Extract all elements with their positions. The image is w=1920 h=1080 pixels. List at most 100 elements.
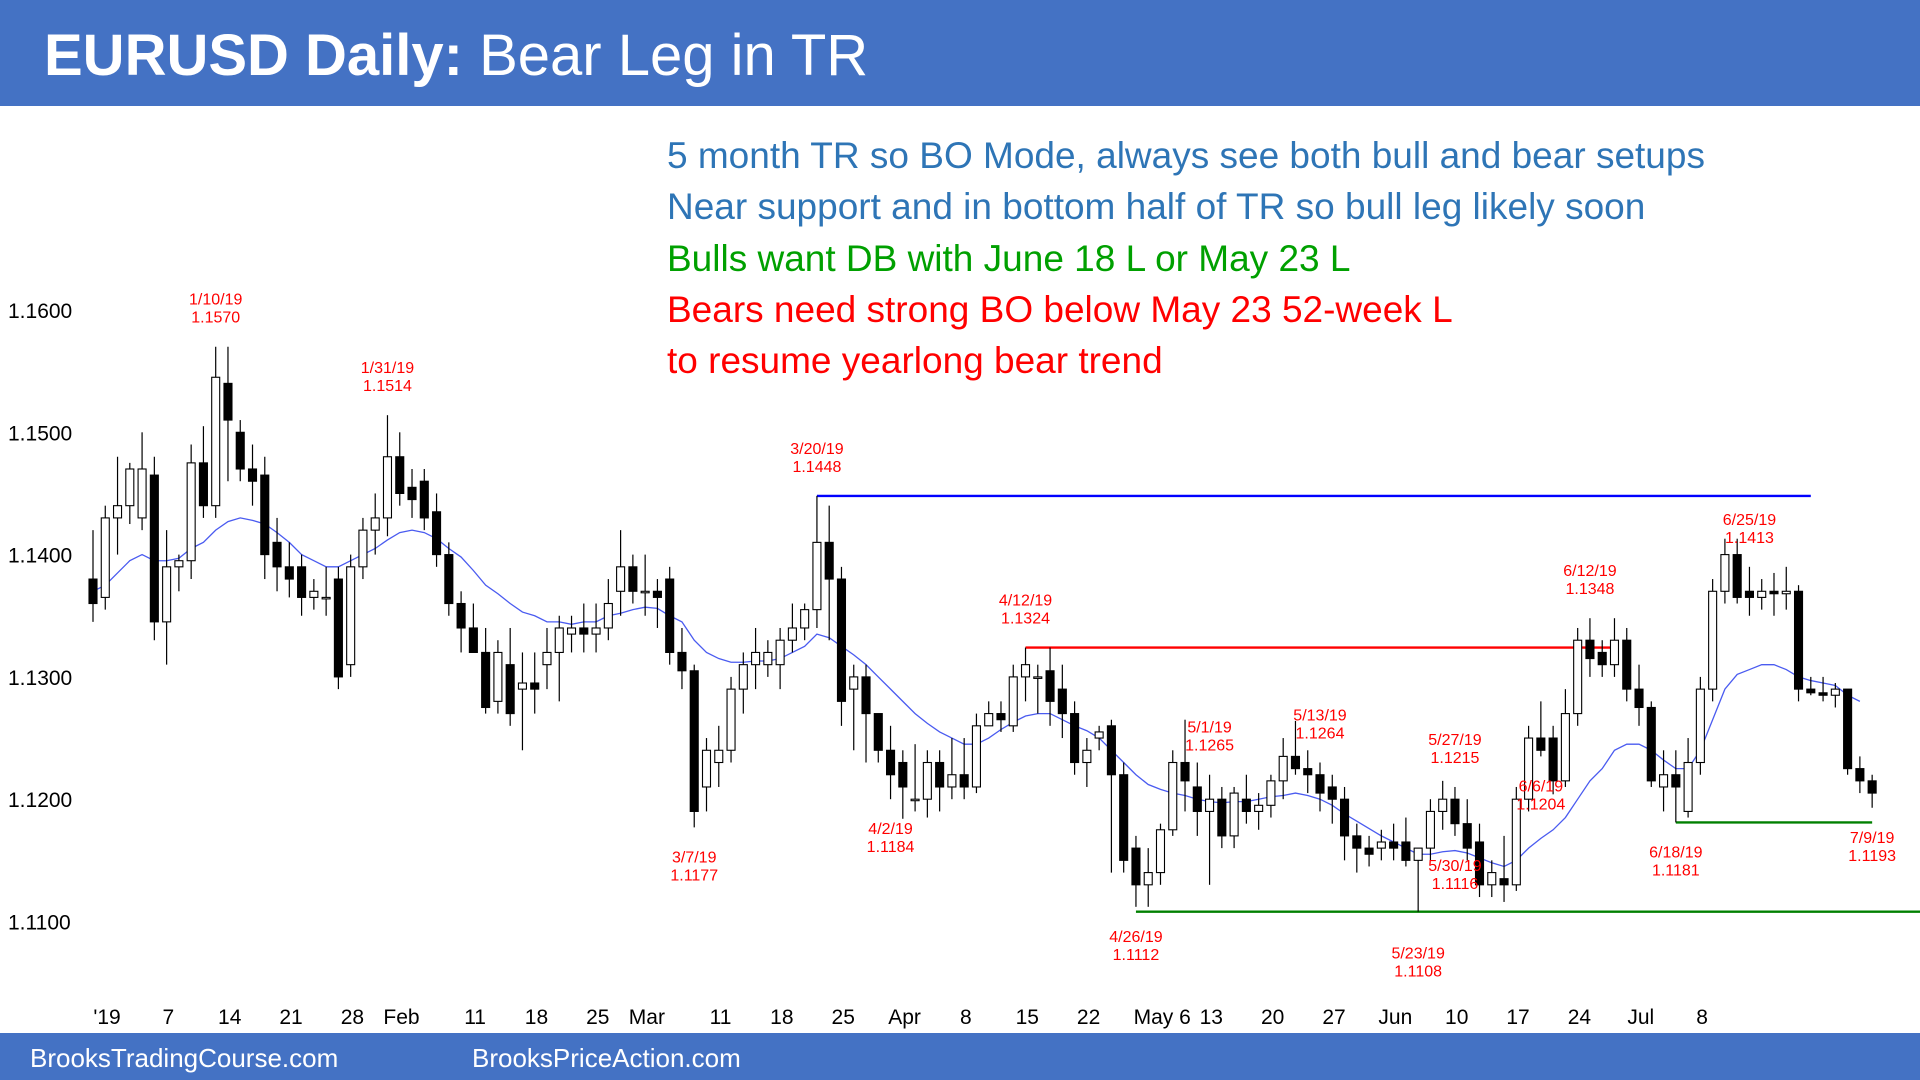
candle-body bbox=[1217, 798, 1227, 837]
candle-body bbox=[959, 774, 969, 788]
candle-body bbox=[88, 578, 98, 605]
candle-body bbox=[1254, 804, 1264, 812]
annotation-price: 1.1177 bbox=[670, 867, 718, 884]
candle-body bbox=[1425, 810, 1435, 849]
candle-body bbox=[616, 566, 626, 592]
candle-body bbox=[162, 566, 172, 623]
candle-body bbox=[1450, 798, 1460, 825]
candle-body bbox=[1094, 731, 1104, 739]
candle-body bbox=[554, 627, 564, 653]
candle-body bbox=[910, 798, 920, 802]
candle-body bbox=[1229, 792, 1239, 837]
candle-body bbox=[137, 468, 147, 519]
title-bar: EURUSD Daily: Bear Leg in TR bbox=[0, 0, 1920, 106]
x-tick-label: May 6 bbox=[1134, 1006, 1191, 1029]
footer-right-link[interactable]: BrooksPriceAction.com bbox=[472, 1043, 741, 1073]
candle-body bbox=[309, 590, 319, 598]
x-tick-label: 15 bbox=[1016, 1006, 1039, 1029]
x-tick-label: 13 bbox=[1200, 1006, 1223, 1029]
candle-body bbox=[530, 682, 540, 690]
candle-body bbox=[284, 566, 294, 580]
candle-body bbox=[1560, 713, 1570, 782]
candle-body bbox=[603, 602, 613, 629]
candle-body bbox=[1327, 786, 1337, 800]
candle-body bbox=[1155, 829, 1166, 874]
candle-body bbox=[1352, 835, 1362, 849]
candle-body bbox=[1008, 676, 1018, 727]
candle-body bbox=[297, 566, 307, 598]
annotation-date: 6/12/19 bbox=[1563, 563, 1616, 580]
x-tick-label: 28 bbox=[341, 1006, 364, 1029]
annotation-date: 3/7/19 bbox=[672, 849, 717, 866]
candle-body bbox=[1462, 823, 1472, 849]
annotation-date: 1/10/19 bbox=[189, 292, 242, 309]
chart-title: EURUSD Daily: Bear Leg in TR bbox=[44, 22, 868, 89]
annotation-price: 1.1193 bbox=[1848, 848, 1896, 865]
annotation-date: 3/20/19 bbox=[790, 441, 843, 458]
candle-body bbox=[751, 651, 761, 666]
candle-body bbox=[775, 639, 785, 666]
annotation-date: 5/23/19 bbox=[1391, 946, 1444, 963]
candle-body bbox=[1168, 761, 1178, 831]
candle-body bbox=[1339, 798, 1350, 837]
annotation-price: 1.1116 bbox=[1432, 876, 1479, 893]
candle-body bbox=[1585, 639, 1595, 660]
candle-body bbox=[1646, 706, 1656, 782]
annotation-date: 5/1/19 bbox=[1187, 720, 1232, 737]
candle-body bbox=[800, 609, 810, 629]
note-line-1: 5 month TR so BO Mode, always see both b… bbox=[667, 135, 1705, 176]
x-tick-label: 22 bbox=[1077, 1006, 1100, 1029]
candle-body bbox=[1524, 737, 1534, 800]
candle-body bbox=[1757, 590, 1767, 598]
candle-body bbox=[701, 749, 712, 788]
footer-left-link[interactable]: BrooksTradingCourse.com bbox=[30, 1043, 339, 1073]
annotation-price: 1.1108 bbox=[1394, 964, 1442, 981]
candle-body bbox=[211, 376, 221, 507]
candle-body bbox=[481, 651, 491, 709]
candle-body bbox=[579, 627, 589, 635]
candle-body bbox=[1131, 847, 1141, 886]
candle-body bbox=[1119, 774, 1129, 861]
candle-body bbox=[1597, 651, 1607, 666]
candle-body bbox=[1057, 688, 1067, 715]
x-tick-label: Feb bbox=[383, 1006, 419, 1029]
candle-body bbox=[849, 676, 859, 690]
candle-body bbox=[726, 688, 736, 751]
annotation-date: 6/25/19 bbox=[1723, 512, 1776, 529]
note-line-2: Near support and in bottom half of TR so… bbox=[667, 186, 1646, 227]
candle-body bbox=[1290, 755, 1301, 770]
candlestick-chart: 1.1100 1.1200 1.1300 1.1400 1.1500 1.1600 '19 7… bbox=[8, 292, 1920, 1029]
candle-body bbox=[1671, 774, 1681, 788]
candle-body bbox=[260, 474, 270, 556]
candle-body bbox=[984, 713, 994, 727]
candle-body bbox=[505, 664, 515, 715]
candle-body bbox=[1683, 761, 1693, 812]
candle-body bbox=[1205, 798, 1215, 812]
candle-body bbox=[112, 505, 123, 519]
candle-body bbox=[898, 761, 908, 788]
candle-body bbox=[517, 682, 528, 690]
x-tick-label: Jun bbox=[1378, 1006, 1412, 1029]
candle-body bbox=[1781, 590, 1791, 595]
x-tick-label: 27 bbox=[1322, 1006, 1345, 1029]
candle-body bbox=[1033, 676, 1043, 679]
note-line-3: Bulls want DB with June 18 L or May 23 L bbox=[667, 238, 1351, 279]
candle-body bbox=[1720, 554, 1730, 592]
x-tick-label: 8 bbox=[960, 1006, 972, 1029]
annotation-date: 5/27/19 bbox=[1428, 732, 1481, 749]
candle-body bbox=[1192, 786, 1202, 812]
x-tick-label: Mar bbox=[629, 1006, 665, 1029]
candle-body bbox=[1315, 774, 1325, 794]
candle-body bbox=[628, 566, 638, 592]
candle-body bbox=[468, 627, 478, 653]
y-tick-label: 1.1100 bbox=[8, 912, 71, 935]
candle-body bbox=[652, 590, 662, 598]
candle-body bbox=[444, 554, 454, 605]
annotation-date: 4/2/19 bbox=[868, 821, 913, 838]
candle-body bbox=[1867, 780, 1877, 794]
annotation-price: 1.1570 bbox=[191, 310, 240, 327]
annotation-date: 4/26/19 bbox=[1109, 929, 1162, 946]
annotation-price: 1.1514 bbox=[363, 378, 412, 395]
candle-body bbox=[1511, 798, 1521, 886]
candle-body bbox=[1695, 688, 1705, 764]
